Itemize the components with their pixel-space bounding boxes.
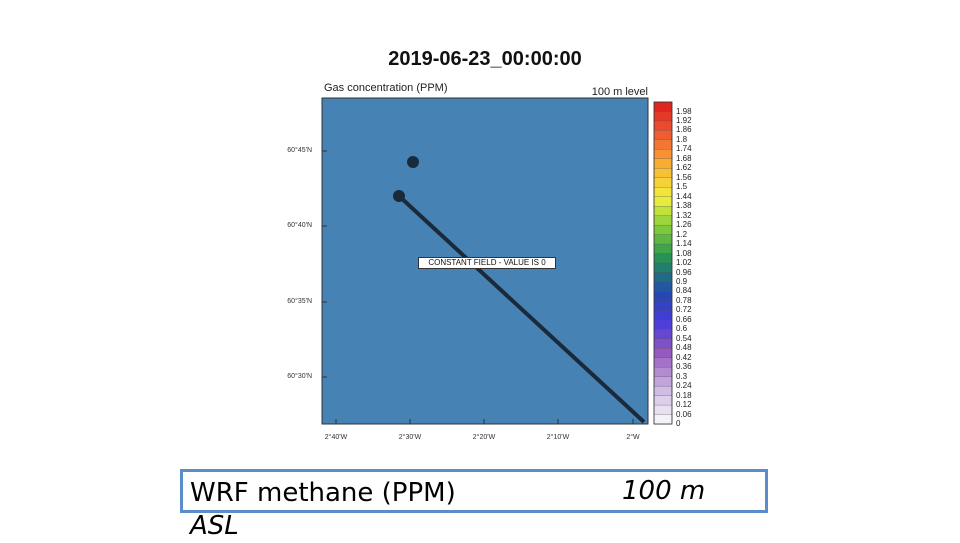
colorbar-bin xyxy=(653,253,673,264)
colorbar-bin xyxy=(653,130,673,141)
caption-right: 100 m xyxy=(622,476,706,506)
colorbar-tick-label: 0.9 xyxy=(676,276,688,286)
colorbar-tick-label: 1.44 xyxy=(676,191,692,201)
colorbar-bin xyxy=(653,357,673,368)
colorbar-bin xyxy=(653,367,673,378)
colorbar-tick-label: 1.32 xyxy=(676,210,692,220)
colorbar-bin xyxy=(653,272,673,283)
site-marker-1 xyxy=(407,156,419,168)
colorbar-tick-label: 1.92 xyxy=(676,115,692,125)
main-title: 2019-06-23_00:00:00 xyxy=(388,48,582,70)
colorbar-bin xyxy=(653,215,673,226)
colorbar-bin xyxy=(653,385,673,397)
colorbar-tick-label: 1.98 xyxy=(676,106,692,116)
colorbar-outline xyxy=(653,101,673,425)
colorbar-tick-label: 1.02 xyxy=(676,258,692,267)
lat-ticks xyxy=(322,150,327,378)
lat-label: 60°30'N xyxy=(287,373,312,380)
colorbar-bin xyxy=(653,177,673,188)
colorbar-tick-label: 0.78 xyxy=(676,295,692,305)
colorbar-tick-label: 0.18 xyxy=(676,390,692,400)
site-marker-2 xyxy=(393,190,405,202)
colorbar-tick-label: 0.12 xyxy=(676,400,692,410)
colorbar-tick-label: 1.38 xyxy=(676,201,692,211)
colorbar-bin xyxy=(653,139,673,150)
lat-label: 60°35'N xyxy=(287,298,312,305)
colorbar-bin xyxy=(653,300,673,311)
caption-left: WRF methane (PPM) ASL xyxy=(190,477,456,543)
colorbar-tick-label: 0.54 xyxy=(676,333,692,343)
colorbar-tick-label: 1.86 xyxy=(676,125,692,135)
colorbar-tick-label: 0.72 xyxy=(676,305,692,315)
colorbar-bin xyxy=(653,319,673,330)
colorbar-bin xyxy=(653,329,673,340)
colorbar-tick-label: 1.56 xyxy=(676,172,692,182)
colorbar-bin xyxy=(653,206,673,217)
colorbar-bin xyxy=(653,101,673,112)
colorbar-bin xyxy=(653,149,673,160)
colorbar-bin xyxy=(653,310,673,321)
colorbar-tick-label: 1.8 xyxy=(676,134,688,144)
colorbar-tick-label: 0.84 xyxy=(676,286,692,296)
colorbar-bin xyxy=(653,168,673,179)
lon-label: 2°30'W xyxy=(398,434,422,441)
colorbar-bin xyxy=(653,404,673,415)
colorbar-tick-label: 0.42 xyxy=(676,352,692,362)
colorbar-tick-label: 1.62 xyxy=(676,163,692,173)
lat-label: 60°40'N xyxy=(287,222,312,229)
constant-field-label: CONSTANT FIELD - VALUE IS 0 xyxy=(418,257,556,269)
colorbar-bin xyxy=(653,111,673,122)
colorbar-bin xyxy=(653,395,673,406)
colorbar-bin xyxy=(653,234,673,245)
colorbar-tick-label: 0.36 xyxy=(676,362,692,372)
colorbar-tick-label: 1.26 xyxy=(676,220,692,230)
colorbar-tick-label: 1.74 xyxy=(676,144,692,154)
colorbar-tick-label: 1.08 xyxy=(676,248,692,258)
colorbar-bin xyxy=(653,348,673,359)
colorbar-bin xyxy=(653,224,673,236)
colorbar-tick-label: 1.14 xyxy=(676,239,692,249)
colorbar-bin xyxy=(653,196,673,207)
colorbar-tick-label: 0.96 xyxy=(676,267,692,277)
caption-left-line1: WRF methane (PPM) xyxy=(190,478,456,508)
colorbar-tick-label: 1.68 xyxy=(676,153,692,163)
lon-label: 2°10'W xyxy=(546,434,570,441)
colorbar-bin xyxy=(653,376,673,387)
lon-label: 2°20'W xyxy=(472,434,496,441)
lon-label: 2°W xyxy=(626,434,640,441)
colorbar-bin xyxy=(653,414,673,425)
lon-ticks xyxy=(335,419,634,424)
colorbar-bin xyxy=(653,158,673,169)
colorbar-tick-label: 1.2 xyxy=(676,229,688,239)
colorbar xyxy=(653,101,673,425)
lat-label: 60°45'N xyxy=(287,147,312,154)
colorbar-bin xyxy=(653,187,673,198)
colorbar-tick-label: 0.48 xyxy=(676,343,692,353)
plot-right-subtitle: 100 m level xyxy=(591,86,648,98)
colorbar-bin xyxy=(653,338,673,349)
colorbar-tick-label: 0.24 xyxy=(676,381,692,391)
track-line xyxy=(397,194,646,424)
colorbar-tick-label: 0.06 xyxy=(676,409,692,419)
lon-label: 2°40'W xyxy=(324,434,348,441)
colorbar-bin xyxy=(653,262,673,273)
colorbar-bin xyxy=(653,291,673,302)
colorbar-tick-label: 1.5 xyxy=(676,182,688,192)
caption-left-line2: ASL xyxy=(190,511,239,541)
colorbar-tick-label: 0.3 xyxy=(676,371,688,381)
caption-box xyxy=(180,469,768,513)
colorbar-tick-label: 0.66 xyxy=(676,314,692,324)
plot-left-subtitle: Gas concentration (PPM) xyxy=(324,82,448,94)
colorbar-bin xyxy=(653,281,673,292)
colorbar-tick-label: 0 xyxy=(676,419,681,428)
colorbar-bin xyxy=(653,120,673,131)
colorbar-tick-label: 0.6 xyxy=(676,324,688,334)
colorbar-bin xyxy=(653,243,673,254)
